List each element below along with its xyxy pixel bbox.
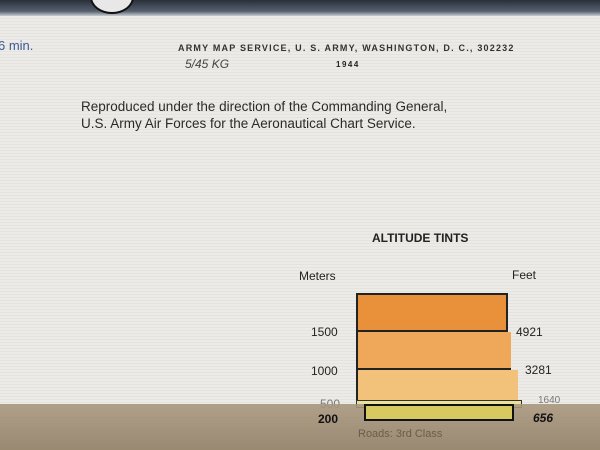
tint-above-1500 bbox=[356, 293, 508, 332]
minutes-label: 6 min. bbox=[0, 38, 34, 53]
reproduction-note: Reproduced under the direction of the Co… bbox=[81, 98, 447, 132]
feet-1640: 1640 bbox=[538, 395, 561, 406]
meters-1000: 1000 bbox=[311, 364, 338, 378]
roads-legend: Roads: 3rd Class bbox=[358, 428, 443, 440]
tint-1000-1500 bbox=[356, 332, 511, 370]
legend-title: ALTITUDE TINTS bbox=[372, 231, 469, 245]
meters-200: 200 bbox=[318, 412, 339, 426]
feet-4921: 4921 bbox=[516, 325, 543, 339]
feet-label: Feet bbox=[512, 268, 537, 282]
feet-656: 656 bbox=[533, 411, 554, 425]
feet-3281: 3281 bbox=[525, 363, 552, 377]
handwritten-stamp: 5/45 KG bbox=[185, 57, 230, 71]
note-line: Reproduced under the direction of the Co… bbox=[81, 99, 448, 114]
map-border bbox=[0, 0, 600, 16]
tint-500-1000 bbox=[356, 370, 518, 400]
tint-below-200 bbox=[364, 404, 514, 421]
note-line: U.S. Army Air Forces for the Aeronautica… bbox=[81, 116, 416, 131]
meters-label: Meters bbox=[299, 269, 336, 283]
altitude-tint-scale bbox=[356, 293, 522, 412]
year: 1944 bbox=[336, 60, 360, 69]
publisher-line: ARMY MAP SERVICE, U. S. ARMY, WASHINGTON… bbox=[178, 43, 515, 53]
meters-1500: 1500 bbox=[311, 325, 338, 339]
